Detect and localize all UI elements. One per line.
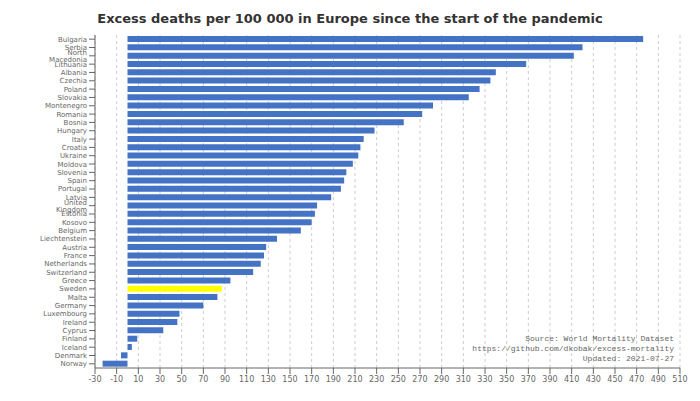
svg-text:270: 270: [412, 375, 427, 384]
svg-text:Greece: Greece: [62, 277, 87, 285]
svg-text:490: 490: [651, 375, 666, 384]
svg-text:230: 230: [369, 375, 384, 384]
svg-text:Estonia: Estonia: [61, 210, 87, 218]
svg-text:210: 210: [347, 375, 362, 384]
svg-text:France: France: [64, 252, 87, 260]
svg-text:10: 10: [133, 375, 143, 384]
svg-text:Slovakia: Slovakia: [58, 94, 87, 102]
svg-text:450: 450: [607, 375, 622, 384]
svg-text:Cyprus: Cyprus: [63, 327, 88, 335]
svg-text:390: 390: [542, 375, 557, 384]
svg-text:430: 430: [586, 375, 601, 384]
svg-text:Romania: Romania: [56, 111, 87, 119]
svg-text:Slovenia: Slovenia: [57, 169, 87, 177]
svg-text:190: 190: [326, 375, 341, 384]
svg-text:Lithuania: Lithuania: [55, 61, 87, 69]
svg-text:Germany: Germany: [55, 302, 87, 310]
svg-text:330: 330: [477, 375, 492, 384]
svg-text:350: 350: [499, 375, 514, 384]
svg-text:Norway: Norway: [60, 360, 87, 368]
svg-text:50: 50: [177, 375, 187, 384]
svg-text:410: 410: [564, 375, 579, 384]
svg-text:30: 30: [155, 375, 165, 384]
svg-text:Netherlands: Netherlands: [44, 260, 87, 268]
svg-text:130: 130: [261, 375, 276, 384]
svg-text:Malta: Malta: [68, 294, 87, 302]
svg-text:Luxembourg: Luxembourg: [43, 310, 87, 318]
svg-text:Liechtenstein: Liechtenstein: [40, 235, 87, 243]
svg-text:310: 310: [456, 375, 471, 384]
svg-text:110: 110: [239, 375, 254, 384]
svg-text:470: 470: [629, 375, 644, 384]
svg-text:Switzerland: Switzerland: [46, 269, 87, 277]
svg-text:-30: -30: [88, 375, 101, 384]
svg-text:Finland: Finland: [62, 335, 87, 343]
svg-text:Ireland: Ireland: [63, 319, 87, 327]
svg-text:290: 290: [434, 375, 449, 384]
svg-text:Moldova: Moldova: [58, 161, 87, 169]
svg-text:90: 90: [220, 375, 230, 384]
svg-text:Italy: Italy: [72, 136, 87, 144]
svg-text:Denmark: Denmark: [55, 352, 88, 360]
svg-text:Spain: Spain: [67, 177, 87, 185]
svg-text:Bosnia: Bosnia: [64, 119, 87, 127]
svg-text:Poland: Poland: [64, 86, 87, 94]
svg-text:370: 370: [521, 375, 536, 384]
svg-text:70: 70: [198, 375, 208, 384]
svg-text:Montenegro: Montenegro: [45, 102, 87, 110]
svg-text:-10: -10: [110, 375, 123, 384]
svg-text:Czechia: Czechia: [60, 77, 87, 85]
svg-text:Austria: Austria: [62, 244, 87, 252]
svg-text:250: 250: [391, 375, 406, 384]
svg-text:Ukraine: Ukraine: [60, 152, 87, 160]
svg-text:Sweden: Sweden: [59, 285, 87, 293]
svg-text:Croatia: Croatia: [62, 144, 87, 152]
svg-text:Belgium: Belgium: [58, 227, 87, 235]
svg-text:Portugal: Portugal: [58, 185, 87, 193]
svg-text:Albania: Albania: [61, 69, 87, 77]
svg-text:150: 150: [282, 375, 297, 384]
svg-text:170: 170: [304, 375, 319, 384]
svg-text:Hungary: Hungary: [57, 127, 87, 135]
svg-text:Bulgaria: Bulgaria: [58, 36, 87, 44]
svg-text:Kosovo: Kosovo: [62, 219, 87, 227]
svg-text:510: 510: [672, 375, 687, 384]
svg-text:Iceland: Iceland: [62, 344, 87, 352]
